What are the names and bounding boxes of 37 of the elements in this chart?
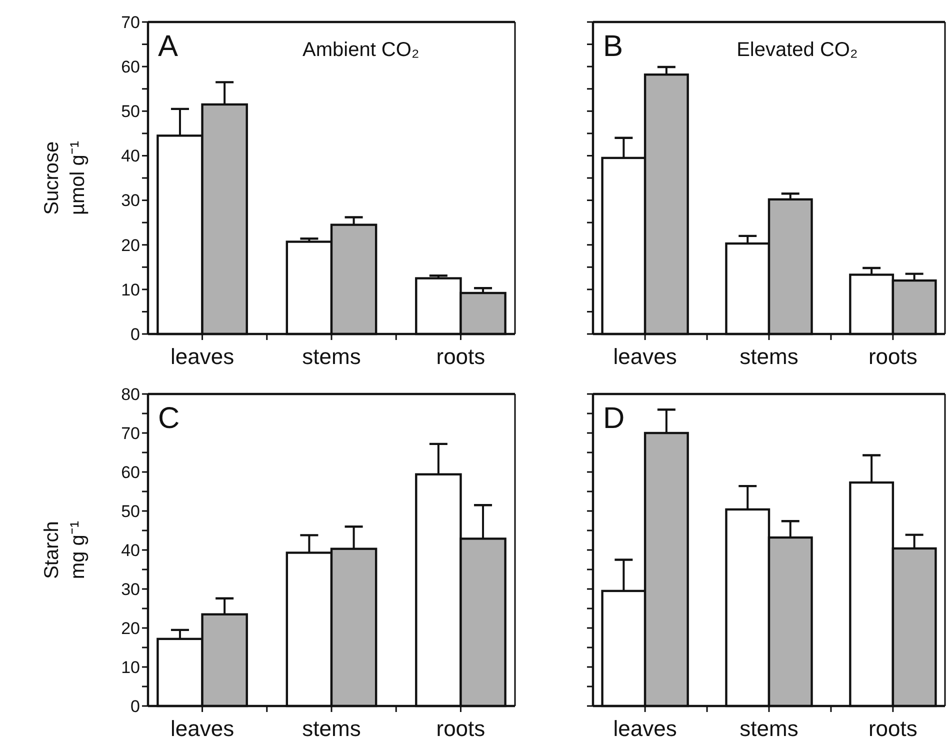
text: Elevated CO₂ — [736, 39, 858, 61]
y-axis-title: Starch mg g⁻¹ — [41, 520, 89, 580]
y-tick-label: 70 — [121, 12, 140, 32]
text: Ambient CO₂ — [302, 39, 420, 61]
y-axis-title: Sucrose µmol g⁻¹ — [41, 140, 89, 216]
annotation: A — [158, 30, 178, 63]
y-tick-label: 50 — [121, 102, 140, 122]
y-tick-label: 40 — [121, 540, 140, 560]
annotation: B — [603, 30, 624, 63]
y-tick-label: 60 — [121, 462, 140, 482]
x-tick-label: leaves — [170, 716, 234, 741]
x-tick-label: stems — [302, 716, 361, 741]
y-tick-label: 0 — [130, 324, 140, 344]
x-tick-label: roots — [436, 344, 486, 369]
y-tick-label: 50 — [121, 502, 140, 521]
x-tick-label: roots — [868, 716, 918, 741]
y-tick-label: 40 — [121, 146, 140, 166]
annotation: C — [158, 402, 180, 435]
x-tick-label: roots — [868, 344, 918, 369]
y-tick-label: 20 — [121, 236, 140, 255]
x-tick-label: roots — [436, 716, 486, 741]
y-tick-label: 0 — [130, 696, 140, 716]
x-tick-label: stems — [740, 716, 798, 741]
x-tick-label: leaves — [613, 344, 677, 369]
x-tick-label: stems — [740, 344, 798, 369]
y-tick-label: 80 — [121, 384, 140, 404]
y-tick-label: 10 — [121, 280, 140, 300]
x-tick-label: stems — [302, 344, 361, 369]
y-tick-label: 20 — [121, 618, 140, 638]
y-tick-label: 10 — [121, 658, 140, 677]
x-tick-label: leaves — [170, 344, 234, 369]
y-tick-label: 60 — [121, 58, 140, 77]
y-tick-label: 70 — [121, 424, 140, 443]
y-tick-label: 30 — [121, 580, 140, 599]
y-tick-label: 30 — [121, 191, 140, 210]
x-tick-label: leaves — [613, 716, 677, 741]
annotation: D — [603, 402, 625, 435]
